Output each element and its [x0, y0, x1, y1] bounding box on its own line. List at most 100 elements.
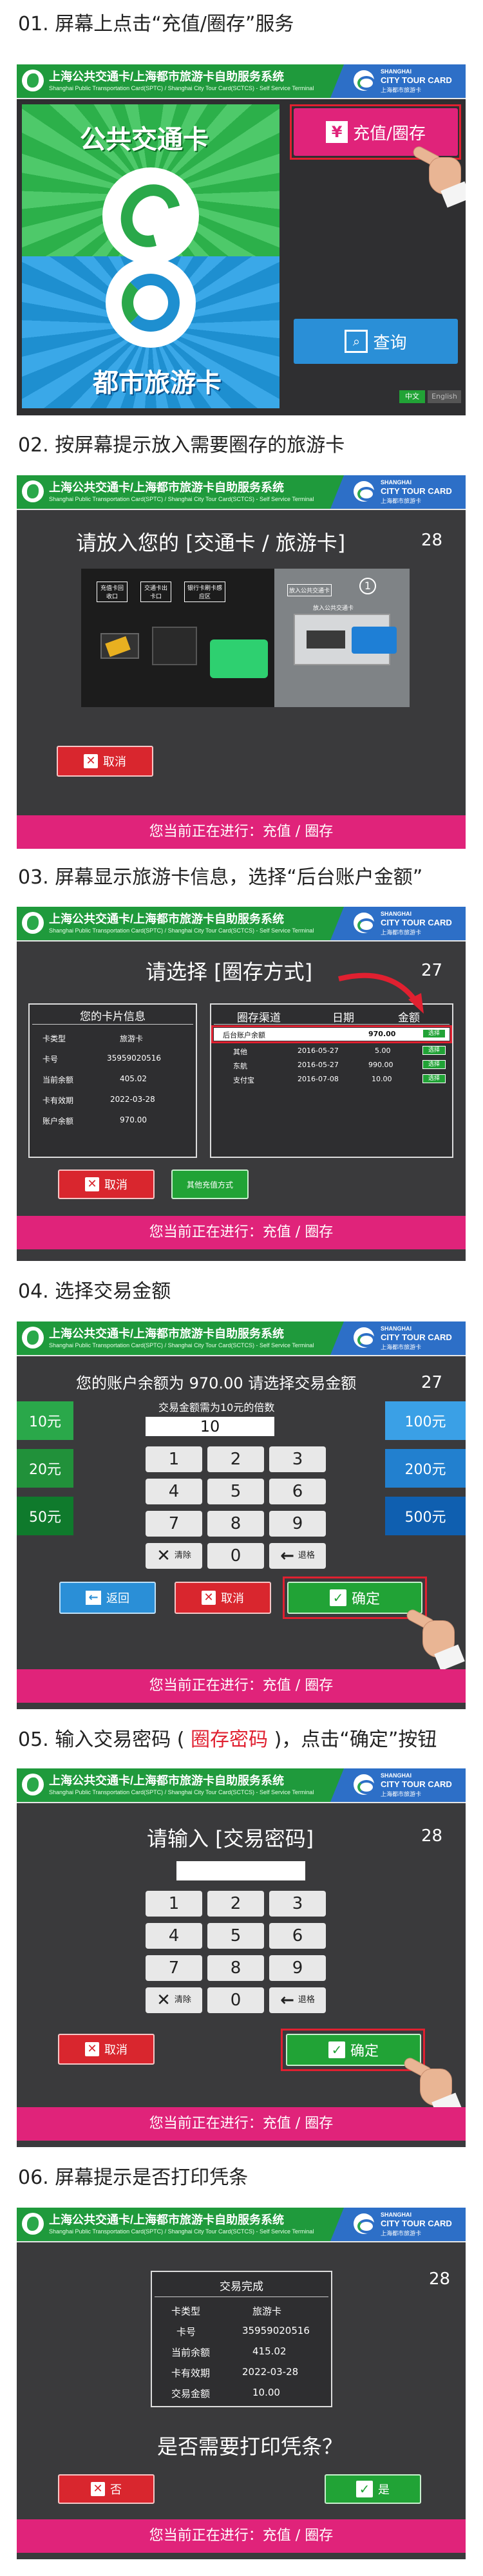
table-row[interactable]: 后台账户余额 970.00 选择: [214, 1028, 450, 1041]
key-clear[interactable]: ✕ 清除: [146, 1987, 202, 2013]
key-8[interactable]: 8: [207, 1511, 264, 1537]
lang-cn-button[interactable]: 中文: [399, 390, 425, 403]
x-icon: ✕: [156, 1546, 171, 1566]
key-3[interactable]: 3: [269, 1446, 326, 1472]
preset-20[interactable]: 20元: [17, 1449, 73, 1488]
preset-500[interactable]: 500元: [385, 1497, 466, 1535]
header-bar: 上海公共交通卡/上海都市旅游卡自助服务系统 Shanghai Public Tr…: [17, 1768, 466, 1803]
status-bar: 您当前正在进行：充值 / 圈存: [17, 2107, 466, 2141]
key-9[interactable]: 9: [269, 1511, 326, 1537]
slot-label-3: 银行卡刷卡感应区: [184, 582, 225, 602]
channel-table: 圈存渠道 日期 金额 后台账户余额 970.00 选择 其他 2016-05-2…: [210, 1003, 453, 1158]
key-5[interactable]: 5: [207, 1479, 264, 1504]
back-label: 退格: [298, 1551, 315, 1560]
yes-button[interactable]: ✓ 是: [325, 2474, 421, 2504]
key-2[interactable]: 2: [207, 1446, 264, 1472]
key-6[interactable]: 6: [269, 1923, 326, 1949]
brand-line1: SHANGHAI: [381, 2211, 412, 2218]
city-tour-logo-icon: [354, 2213, 375, 2234]
cancel-button[interactable]: ✕ 取消: [58, 2034, 155, 2065]
no-label: 否: [110, 2483, 122, 2497]
confirm-button[interactable]: ✓ 确定: [287, 1582, 422, 1614]
key-3[interactable]: 3: [269, 1891, 326, 1917]
back-button[interactable]: ← 返回: [59, 1582, 156, 1614]
card-info-panel: 您的卡片信息 卡类型 旅游卡 卡号 35959020516 当前余额 405.02 卡…: [28, 1003, 197, 1158]
key-4[interactable]: 4: [146, 1479, 202, 1504]
lang-en-button[interactable]: English: [428, 390, 461, 403]
header-subtitle: Shanghai Public Transportation Card(SPTC…: [49, 85, 314, 91]
back-label: 退格: [298, 1995, 315, 2005]
preset-200[interactable]: 200元: [385, 1449, 466, 1488]
cancel-button[interactable]: ✕ 取消: [175, 1582, 271, 1614]
select-button[interactable]: 选择: [422, 1029, 446, 1038]
step5-title-post: )，点击“确定”按钮: [268, 1728, 437, 1751]
city-tour-logo-icon: [354, 481, 375, 502]
info-label: 卡类型: [43, 1034, 66, 1043]
no-button[interactable]: ✕ 否: [58, 2474, 155, 2504]
step5-title-pre: 05. 输入交易密码 (: [18, 1728, 191, 1751]
key-5[interactable]: 5: [207, 1923, 264, 1949]
confirm-button[interactable]: ✓ 确定: [286, 2034, 421, 2066]
header-title: 上海公共交通卡/上海都市旅游卡自助服务系统: [49, 1327, 284, 1340]
key-0[interactable]: 0: [207, 1543, 264, 1569]
preset-100[interactable]: 100元: [385, 1401, 466, 1440]
step2-title: 02. 按屏幕提示放入需要圈存的旅游卡: [18, 434, 345, 457]
other-methods-button[interactable]: 其他充值方式: [171, 1170, 249, 1199]
table-row[interactable]: 支付宝 2016-07-08 10.00 选择: [214, 1073, 450, 1086]
city-tour-brand: SHANGHAI CITY TOUR CARD 上海都市旅游卡: [330, 64, 466, 98]
cancel-label: 取消: [221, 1592, 244, 1605]
header-subtitle: Shanghai Public Transportation Card(SPTC…: [49, 1789, 314, 1795]
confirm-label: 确定: [350, 2043, 379, 2060]
city-tour-brand: SHANGHAI CITY TOUR CARD 上海都市旅游卡: [330, 475, 466, 509]
key-4[interactable]: 4: [146, 1923, 202, 1949]
key-7[interactable]: 7: [146, 1511, 202, 1537]
cancel-label: 取消: [104, 2043, 128, 2057]
password-input[interactable]: [176, 1861, 305, 1880]
preset-50[interactable]: 50元: [17, 1497, 73, 1535]
countdown: 28: [429, 2269, 451, 2289]
sptc-logo-icon: [22, 912, 44, 934]
receipt-label: 卡号: [176, 2326, 196, 2338]
row-date: 2016-05-27: [298, 1061, 339, 1069]
card-info-title: 您的卡片信息: [80, 1010, 146, 1023]
select-button[interactable]: 选择: [422, 1074, 446, 1083]
yes-label: 是: [378, 2483, 390, 2497]
key-7[interactable]: 7: [146, 1955, 202, 1981]
card-top-label: 公共交通卡: [80, 125, 209, 155]
pointing-hand-icon: [410, 135, 466, 208]
brand-line2: CITY TOUR CARD: [381, 486, 452, 496]
key-1[interactable]: 1: [146, 1891, 202, 1917]
slot-label-1: 充值卡回收口: [97, 582, 128, 602]
key-6[interactable]: 6: [269, 1479, 326, 1504]
table-row[interactable]: 其他 2016-05-27 5.00 选择: [214, 1045, 450, 1057]
key-clear[interactable]: ✕ 清除: [146, 1543, 202, 1569]
info-value: 35959020516: [107, 1054, 161, 1063]
row-date: 2016-07-08: [298, 1075, 339, 1083]
receipt-value: 旅游卡: [252, 2306, 282, 2317]
topup-button[interactable]: ¥ 充值/圈存: [294, 108, 458, 156]
key-1[interactable]: 1: [146, 1446, 202, 1472]
query-button[interactable]: ⌕ 查询: [294, 319, 458, 364]
cancel-button[interactable]: ✕ 取消: [57, 746, 153, 777]
x-icon: ✕: [156, 1991, 171, 2010]
check-icon: ✓: [356, 2481, 373, 2497]
amount-input[interactable]: 10: [146, 1417, 274, 1436]
key-backspace[interactable]: ← 退格: [269, 1543, 326, 1569]
red-arrow-icon: [338, 972, 424, 1014]
select-button[interactable]: 选择: [422, 1060, 446, 1069]
brand-line3: 上海都市旅游卡: [381, 930, 422, 936]
cancel-button[interactable]: ✕ 取消: [58, 1170, 155, 1199]
key-0[interactable]: 0: [207, 1987, 264, 2013]
col-date: 日期: [332, 1012, 354, 1025]
key-9[interactable]: 9: [269, 1955, 326, 1981]
key-backspace[interactable]: ← 退格: [269, 1987, 326, 2013]
key-2[interactable]: 2: [207, 1891, 264, 1917]
info-value: 2022-03-28: [110, 1095, 155, 1104]
preset-10[interactable]: 10元: [17, 1401, 73, 1440]
key-8[interactable]: 8: [207, 1955, 264, 1981]
header-title: 上海公共交通卡/上海都市旅游卡自助服务系统: [49, 481, 284, 494]
table-row[interactable]: 东航 2016-05-27 990.00 选择: [214, 1059, 450, 1072]
select-button[interactable]: 选择: [422, 1046, 446, 1055]
info-label: 当前余额: [43, 1075, 74, 1084]
x-icon: ✕: [85, 2042, 99, 2056]
